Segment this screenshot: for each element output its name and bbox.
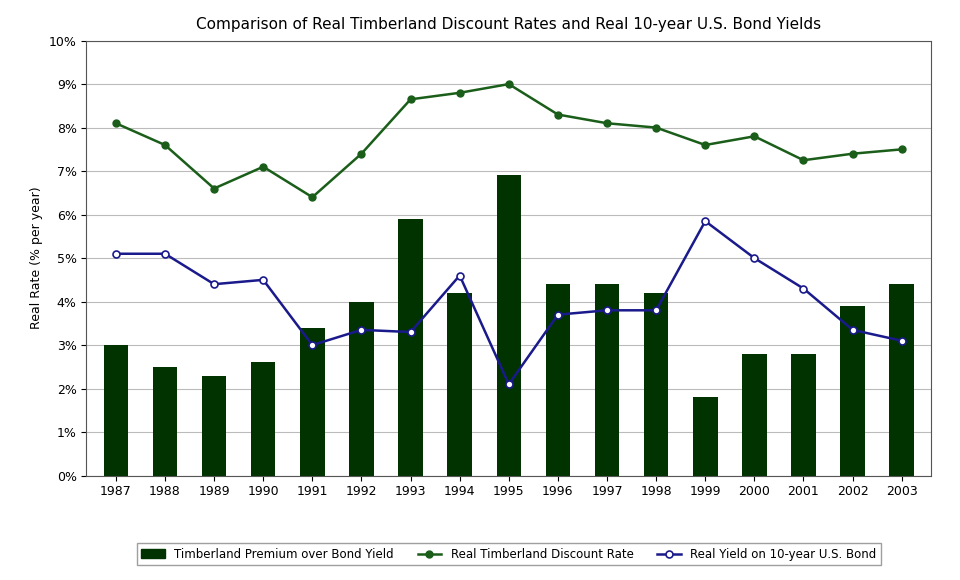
Bar: [153, 367, 178, 476]
Bar: [742, 354, 767, 476]
Real Yield on 10-year U.S. Bond: [896, 337, 907, 344]
Real Yield on 10-year U.S. Bond: [208, 281, 220, 288]
Line: Real Timberland Discount Rate: Real Timberland Discount Rate: [112, 81, 905, 201]
Real Yield on 10-year U.S. Bond: [601, 307, 612, 314]
Real Timberland Discount Rate: [749, 133, 760, 140]
Real Timberland Discount Rate: [257, 164, 269, 171]
Bar: [300, 328, 324, 476]
Title: Comparison of Real Timberland Discount Rates and Real 10-year U.S. Bond Yields: Comparison of Real Timberland Discount R…: [196, 17, 822, 32]
Real Yield on 10-year U.S. Bond: [110, 251, 122, 258]
Real Timberland Discount Rate: [650, 124, 661, 131]
Real Timberland Discount Rate: [798, 157, 809, 164]
Real Timberland Discount Rate: [847, 150, 858, 157]
Real Timberland Discount Rate: [503, 81, 515, 88]
Real Timberland Discount Rate: [896, 146, 907, 153]
Line: Real Yield on 10-year U.S. Bond: Real Yield on 10-year U.S. Bond: [112, 218, 905, 387]
Real Yield on 10-year U.S. Bond: [503, 380, 515, 387]
Real Timberland Discount Rate: [700, 142, 711, 148]
Real Yield on 10-year U.S. Bond: [306, 342, 318, 349]
Bar: [447, 293, 472, 476]
Real Yield on 10-year U.S. Bond: [454, 272, 466, 279]
Real Timberland Discount Rate: [208, 185, 220, 192]
Real Yield on 10-year U.S. Bond: [257, 276, 269, 283]
Bar: [104, 345, 128, 476]
Real Timberland Discount Rate: [601, 120, 612, 127]
Real Yield on 10-year U.S. Bond: [798, 285, 809, 292]
Real Timberland Discount Rate: [306, 194, 318, 201]
Bar: [398, 219, 422, 476]
Real Timberland Discount Rate: [405, 96, 417, 103]
Real Yield on 10-year U.S. Bond: [552, 311, 564, 318]
Bar: [349, 302, 373, 476]
Bar: [202, 376, 227, 476]
Bar: [251, 362, 276, 476]
Real Yield on 10-year U.S. Bond: [159, 251, 171, 258]
Real Timberland Discount Rate: [454, 89, 466, 96]
Real Yield on 10-year U.S. Bond: [700, 218, 711, 224]
Real Timberland Discount Rate: [356, 150, 368, 157]
Bar: [840, 306, 865, 476]
Real Yield on 10-year U.S. Bond: [847, 327, 858, 333]
Bar: [496, 175, 521, 476]
Bar: [890, 284, 914, 476]
Legend: Timberland Premium over Bond Yield, Real Timberland Discount Rate, Real Yield on: Timberland Premium over Bond Yield, Real…: [136, 543, 881, 566]
Real Yield on 10-year U.S. Bond: [749, 255, 760, 262]
Real Timberland Discount Rate: [552, 111, 564, 118]
Bar: [595, 284, 619, 476]
Real Yield on 10-year U.S. Bond: [356, 327, 368, 333]
Real Timberland Discount Rate: [159, 142, 171, 148]
Real Timberland Discount Rate: [110, 120, 122, 127]
Bar: [545, 284, 570, 476]
Bar: [644, 293, 668, 476]
Bar: [693, 397, 717, 476]
Real Yield on 10-year U.S. Bond: [650, 307, 661, 314]
Real Yield on 10-year U.S. Bond: [405, 328, 417, 335]
Bar: [791, 354, 816, 476]
Y-axis label: Real Rate (% per year): Real Rate (% per year): [31, 187, 43, 329]
